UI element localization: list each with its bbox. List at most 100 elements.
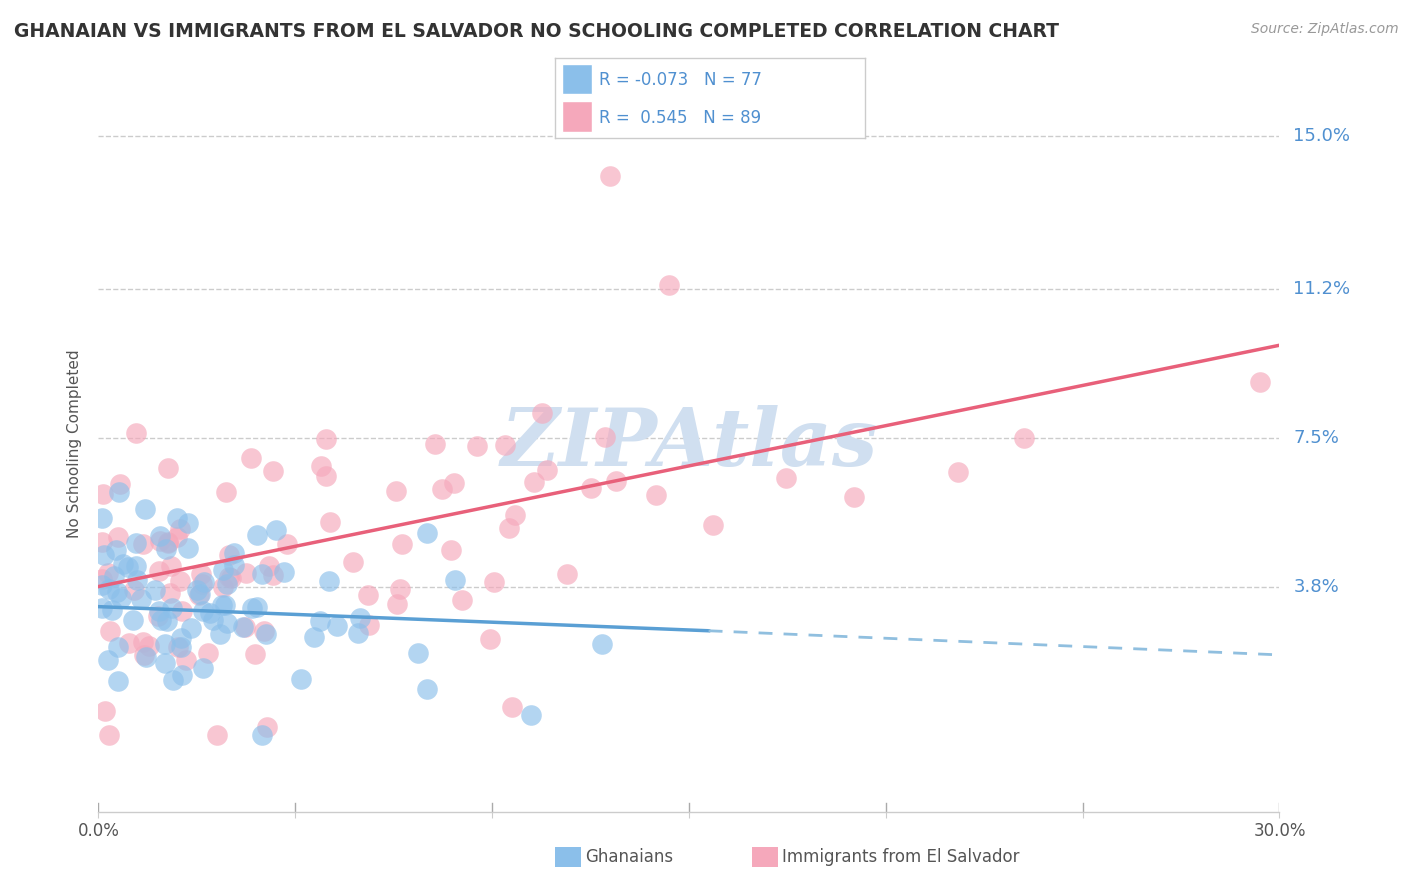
- Point: [259, 558, 281, 573]
- Point: [408, 646, 430, 660]
- Point: [132, 536, 155, 550]
- Point: [94, 704, 117, 718]
- Point: [501, 700, 523, 714]
- Point: [235, 566, 257, 580]
- Point: [946, 465, 969, 479]
- Point: [172, 604, 194, 618]
- Point: [153, 657, 176, 671]
- Point: [250, 566, 273, 581]
- Point: [309, 614, 332, 628]
- Point: [217, 616, 239, 631]
- Point: [702, 518, 724, 533]
- Point: [211, 598, 233, 612]
- Point: [170, 640, 193, 654]
- Point: [155, 542, 177, 557]
- Point: [186, 582, 208, 597]
- Point: [149, 534, 172, 549]
- Point: [132, 635, 155, 649]
- Point: [156, 536, 179, 550]
- Point: [218, 548, 240, 562]
- Point: [122, 583, 145, 598]
- Point: [93, 549, 115, 563]
- Text: 7.5%: 7.5%: [1294, 429, 1340, 447]
- Point: [384, 483, 406, 498]
- Point: [388, 582, 411, 596]
- Text: Immigrants from El Salvador: Immigrants from El Salvador: [782, 848, 1019, 866]
- Point: [233, 620, 256, 634]
- Point: [135, 650, 157, 665]
- Point: [605, 474, 627, 488]
- Point: [214, 598, 236, 612]
- Point: [416, 681, 439, 696]
- Bar: [561, 102, 592, 132]
- Point: [105, 585, 128, 599]
- Point: [156, 614, 179, 628]
- Point: [599, 169, 621, 184]
- Point: [440, 543, 463, 558]
- Point: [191, 576, 214, 591]
- Point: [579, 481, 602, 495]
- Point: [205, 728, 228, 742]
- Point: [239, 450, 262, 465]
- Point: [122, 613, 145, 627]
- Point: [91, 572, 114, 586]
- Point: [172, 667, 194, 681]
- Point: [174, 653, 197, 667]
- Point: [273, 565, 295, 579]
- Point: [148, 564, 170, 578]
- Point: [149, 529, 172, 543]
- Point: [451, 593, 474, 607]
- Point: [645, 488, 668, 502]
- Text: 3.8%: 3.8%: [1294, 577, 1339, 596]
- Point: [250, 728, 273, 742]
- Point: [253, 624, 276, 639]
- Point: [264, 523, 287, 537]
- Point: [103, 569, 125, 583]
- Point: [91, 511, 114, 525]
- Text: R = -0.073   N = 77: R = -0.073 N = 77: [599, 71, 762, 89]
- Point: [110, 591, 132, 605]
- Point: [467, 439, 489, 453]
- Point: [304, 630, 326, 644]
- Point: [520, 708, 543, 723]
- Point: [1249, 375, 1271, 389]
- Point: [191, 661, 214, 675]
- Point: [290, 672, 312, 686]
- Point: [211, 580, 233, 594]
- Text: Source: ZipAtlas.com: Source: ZipAtlas.com: [1251, 22, 1399, 37]
- Point: [98, 624, 121, 638]
- Point: [349, 611, 371, 625]
- Point: [180, 621, 202, 635]
- Point: [170, 632, 193, 646]
- Point: [318, 574, 340, 588]
- Point: [262, 567, 284, 582]
- Point: [132, 648, 155, 662]
- Point: [125, 426, 148, 441]
- Point: [97, 566, 120, 580]
- Point: [842, 490, 865, 504]
- Point: [97, 653, 120, 667]
- Point: [190, 566, 212, 581]
- Point: [166, 511, 188, 525]
- Point: [188, 586, 211, 600]
- Point: [91, 577, 114, 591]
- Point: [211, 563, 233, 577]
- Point: [197, 646, 219, 660]
- Point: [311, 458, 333, 473]
- Point: [218, 570, 240, 584]
- Point: [443, 573, 465, 587]
- Point: [108, 477, 131, 491]
- Point: [160, 601, 183, 615]
- Point: [391, 537, 413, 551]
- Point: [243, 647, 266, 661]
- Point: [107, 640, 129, 655]
- Point: [775, 471, 797, 485]
- Y-axis label: No Schooling Completed: No Schooling Completed: [67, 350, 83, 538]
- Point: [177, 516, 200, 530]
- Point: [166, 530, 188, 544]
- Point: [246, 599, 269, 614]
- Point: [91, 487, 114, 501]
- Point: [118, 636, 141, 650]
- Point: [198, 606, 221, 620]
- Point: [107, 673, 129, 688]
